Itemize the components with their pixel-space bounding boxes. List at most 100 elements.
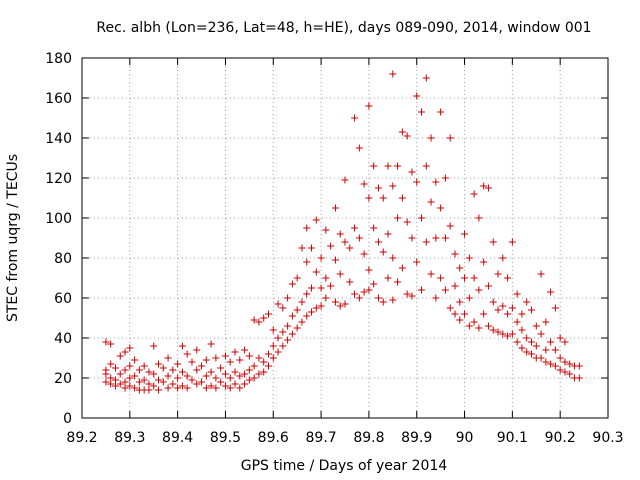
data-point-marker: [317, 254, 325, 262]
data-point-marker: [164, 384, 172, 392]
data-point-marker: [480, 182, 488, 190]
x-axis-title: GPS time / Days of year 2014: [241, 458, 448, 474]
data-point-marker: [408, 168, 416, 176]
data-point-marker: [236, 356, 244, 364]
data-point-marker: [178, 342, 186, 350]
data-point-marker: [341, 176, 349, 184]
data-point-marker: [365, 102, 373, 110]
data-point-marker: [508, 304, 516, 312]
data-point-marker: [293, 274, 301, 282]
data-point-marker: [470, 318, 478, 326]
data-point-marker: [336, 302, 344, 310]
data-point-marker: [298, 244, 306, 252]
data-point-marker: [245, 376, 253, 384]
data-point-marker: [346, 278, 354, 286]
data-point-marker: [494, 328, 502, 336]
data-point-marker: [527, 350, 535, 358]
data-point-marker: [212, 374, 220, 382]
data-point-marker: [403, 132, 411, 140]
y-tick-label: 40: [54, 331, 72, 347]
data-point-marker: [322, 226, 330, 234]
data-point-marker: [303, 258, 311, 266]
data-point-marker: [551, 346, 559, 354]
data-point-marker: [159, 364, 167, 372]
data-point-marker: [518, 326, 526, 334]
data-point-marker: [236, 372, 244, 380]
data-point-marker: [303, 224, 311, 232]
data-point-marker: [121, 384, 129, 392]
data-point-marker: [575, 374, 583, 382]
data-point-marker: [561, 368, 569, 376]
data-point-marker: [470, 190, 478, 198]
data-point-marker: [102, 378, 110, 386]
data-point-marker: [389, 296, 397, 304]
data-point-marker: [360, 288, 368, 296]
data-point-marker: [308, 308, 316, 316]
data-point-marker: [331, 204, 339, 212]
data-point-marker: [131, 384, 139, 392]
data-point-marker: [226, 384, 234, 392]
x-tick-label: 90.1: [497, 430, 528, 446]
data-point-marker: [504, 274, 512, 282]
data-point-marker: [183, 384, 191, 392]
data-point-marker: [437, 274, 445, 282]
data-point-marker: [566, 370, 574, 378]
data-point-marker: [102, 338, 110, 346]
data-point-marker: [422, 74, 430, 82]
data-point-marker: [255, 318, 263, 326]
data-point-marker: [274, 300, 282, 308]
data-point-marker: [566, 360, 574, 368]
y-axis-title: STEC from uqrg / TECUs: [5, 154, 21, 322]
data-point-marker: [518, 344, 526, 352]
data-point-marker: [499, 330, 507, 338]
data-point-marker: [284, 336, 292, 344]
data-point-marker: [207, 368, 215, 376]
data-point-marker: [542, 358, 550, 366]
x-tick-label: 89.5: [210, 430, 241, 446]
data-point-marker: [379, 248, 387, 256]
data-point-marker: [461, 274, 469, 282]
data-point-marker: [269, 342, 277, 350]
data-point-marker: [494, 270, 502, 278]
data-point-marker: [341, 238, 349, 246]
data-point-marker: [264, 350, 272, 358]
data-point-marker: [336, 270, 344, 278]
data-point-marker: [116, 370, 124, 378]
data-point-marker: [140, 376, 148, 384]
data-point-marker: [456, 298, 464, 306]
data-point-marker: [446, 134, 454, 142]
data-point-marker: [135, 378, 143, 386]
data-point-marker: [317, 284, 325, 292]
data-point-marker: [236, 384, 244, 392]
data-point-marker: [269, 354, 277, 362]
data-point-marker: [221, 370, 229, 378]
data-point-marker: [475, 286, 483, 294]
data-point-marker: [322, 294, 330, 302]
data-point-marker: [169, 366, 177, 374]
data-point-marker: [384, 162, 392, 170]
data-point-marker: [489, 298, 497, 306]
data-point-marker: [102, 370, 110, 378]
data-point-marker: [518, 310, 526, 318]
data-point-marker: [279, 342, 287, 350]
data-point-marker: [107, 360, 115, 368]
data-point-marker: [312, 216, 320, 224]
data-point-marker: [255, 354, 263, 362]
data-point-marker: [432, 178, 440, 186]
data-point-marker: [379, 194, 387, 202]
x-tick-label: 89.4: [162, 430, 193, 446]
data-point-marker: [465, 254, 473, 262]
data-point-marker: [126, 362, 134, 370]
data-point-marker: [250, 316, 258, 324]
data-point-marker: [245, 366, 253, 374]
data-point-marker: [188, 376, 196, 384]
data-point-marker: [394, 162, 402, 170]
data-point-marker: [279, 328, 287, 336]
y-tick-label: 160: [45, 91, 72, 107]
axis-ticks: [81, 57, 609, 419]
data-point-marker: [308, 244, 316, 252]
data-point-marker: [317, 302, 325, 310]
data-point-marker: [508, 238, 516, 246]
x-tick-label: 89.3: [114, 430, 145, 446]
data-point-marker: [355, 144, 363, 152]
